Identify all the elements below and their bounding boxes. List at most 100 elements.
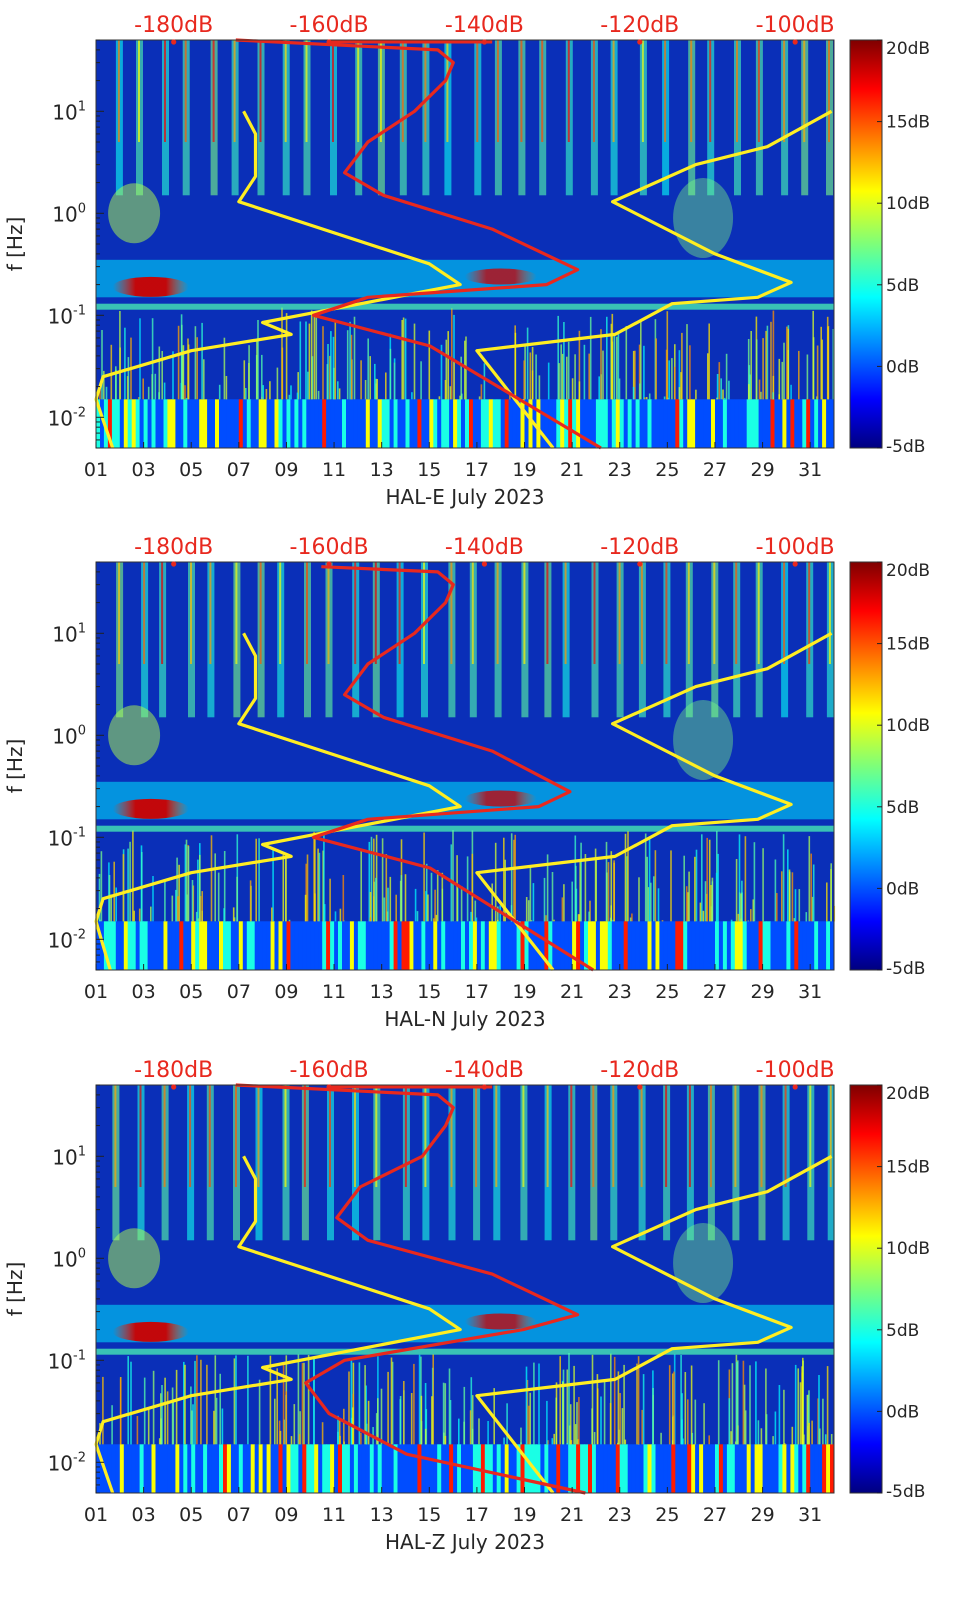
yellow-curve-2	[475, 631, 833, 971]
x-tick-label: 03	[132, 459, 156, 481]
colorbar-tick-label: 20dB	[886, 39, 930, 59]
panel-1: 01 03 05 07 09 11 13 15 17 19 21 23 25 27 29 31 HAL-E Ju…	[3, 13, 930, 509]
colorbar-tick-label: -5dB	[886, 959, 925, 979]
x-tick-label: 09	[274, 1504, 298, 1526]
top-axis-tick	[481, 1084, 488, 1090]
x-tick-label: 23	[608, 1504, 632, 1526]
x-axis-label: HAL-Z July 2023	[385, 1530, 545, 1554]
colorbar-tick-label: 15dB	[886, 1158, 930, 1178]
top-axis-tick	[792, 39, 798, 45]
top-axis-tick-label: -180dB	[134, 13, 213, 38]
x-tick-label: 13	[370, 1504, 394, 1526]
x-tick-label: 31	[798, 459, 822, 481]
y-axis-label: f [Hz]	[3, 739, 27, 794]
x-tick-label: 13	[370, 459, 394, 481]
x-tick-label: 01	[84, 1504, 108, 1526]
x-tick-label: 29	[750, 459, 774, 481]
x-tick-label: 19	[512, 459, 536, 481]
top-axis-tick	[171, 39, 177, 45]
top-axis-tick	[792, 1084, 798, 1090]
colorbar-tick-label: -5dB	[886, 437, 925, 457]
top-axis-tick	[637, 561, 643, 567]
y-tick-label: 100	[52, 201, 86, 226]
yellow-curve-2	[475, 109, 833, 449]
x-tick-label: 11	[322, 459, 346, 481]
y-tick-label: 10-1	[48, 825, 86, 850]
top-axis-tick	[481, 39, 488, 45]
top-axis-tick-label: -120dB	[600, 13, 679, 38]
panel-3: 01 03 05 07 09 11 13 15 17 19 21 23 25 27 29 31 HAL-Z Ju…	[3, 1058, 930, 1554]
y-tick-label: 10-2	[48, 1450, 86, 1475]
x-tick-label: 21	[560, 459, 584, 481]
x-tick-label: 09	[274, 981, 298, 1003]
top-axis-tick-label: -120dB	[600, 1058, 679, 1083]
x-tick-label: 15	[417, 1504, 441, 1526]
red-curve	[311, 565, 595, 972]
colorbar-tick-label: 20dB	[886, 1084, 930, 1104]
x-tick-label: 21	[560, 1504, 584, 1526]
red-curve	[235, 1083, 586, 1495]
x-tick-label: 27	[703, 1504, 727, 1526]
x-tick-label: 11	[322, 1504, 346, 1526]
top-axis-tick	[171, 561, 177, 567]
x-tick-label: 03	[132, 1504, 156, 1526]
x-tick-label: 17	[465, 981, 489, 1003]
y-axis-label: f [Hz]	[3, 1262, 27, 1317]
top-axis-tick-label: -180dB	[134, 535, 213, 560]
x-tick-label: 07	[227, 1504, 251, 1526]
spectrogram	[96, 1085, 835, 1493]
colorbar-tick-label: 0dB	[886, 357, 919, 377]
y-tick-label: 101	[52, 1144, 86, 1169]
top-axis-tick-label: -100dB	[756, 1058, 835, 1083]
y-tick-label: 100	[52, 1246, 86, 1271]
x-tick-label: 23	[608, 459, 632, 481]
x-tick-label: 05	[179, 459, 203, 481]
x-tick-label: 19	[512, 981, 536, 1003]
yellow-curve-2	[475, 1154, 833, 1494]
x-tick-label: 07	[227, 981, 251, 1003]
x-tick-label: 05	[179, 1504, 203, 1526]
x-tick-label: 03	[132, 981, 156, 1003]
colorbar-tick-label: -5dB	[886, 1482, 925, 1502]
colorbar-tick-label: 5dB	[886, 276, 919, 296]
x-tick-label: 29	[750, 981, 774, 1003]
x-tick-label: 25	[655, 981, 679, 1003]
top-axis-tick	[326, 39, 332, 45]
top-axis-tick-label: -140dB	[445, 13, 524, 38]
x-tick-label: 13	[370, 981, 394, 1003]
spectrogram	[96, 40, 835, 448]
colorbar-tick-label: 10dB	[886, 1239, 930, 1259]
y-axis-label: f [Hz]	[3, 217, 27, 272]
x-tick-label: 11	[322, 981, 346, 1003]
spectrogram	[96, 562, 836, 970]
colorbar-tick-label: 10dB	[886, 716, 930, 736]
x-tick-label: 27	[703, 459, 727, 481]
x-tick-label: 09	[274, 459, 298, 481]
y-tick-label: 101	[52, 99, 86, 124]
x-axis-label: HAL-N July 2023	[384, 1007, 545, 1031]
top-axis-tick-label: -140dB	[445, 535, 524, 560]
y-tick-label: 100	[52, 723, 86, 748]
top-axis-tick	[481, 561, 488, 567]
top-axis-tick-label: -100dB	[756, 535, 835, 560]
colorbar-tick-label: 20dB	[886, 561, 930, 581]
colorbar: 20dB 15dB 10dB 5dB 0dB -5dB	[849, 1084, 930, 1502]
x-tick-label: 15	[417, 459, 441, 481]
colorbar: 20dB 15dB 10dB 5dB 0dB -5dB	[849, 39, 930, 457]
x-tick-label: 25	[655, 1504, 679, 1526]
top-axis-tick-label: -160dB	[290, 1058, 369, 1083]
red-curve	[235, 38, 602, 450]
top-axis-tick-label: -160dB	[290, 13, 369, 38]
x-tick-label: 17	[465, 1504, 489, 1526]
y-tick-label: 101	[52, 621, 86, 646]
colorbar-tick-label: 0dB	[886, 879, 919, 899]
x-tick-label: 01	[84, 981, 108, 1003]
y-tick-label: 10-2	[48, 927, 86, 952]
top-axis-tick-label: -100dB	[756, 13, 835, 38]
colorbar-tick-label: 0dB	[886, 1402, 919, 1422]
x-tick-label: 23	[608, 981, 632, 1003]
top-axis-tick	[326, 1084, 332, 1090]
x-tick-label: 15	[417, 981, 441, 1003]
top-axis-tick	[326, 561, 332, 567]
